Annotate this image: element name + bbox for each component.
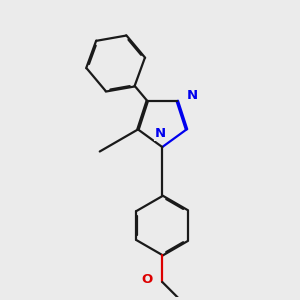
Text: N: N xyxy=(186,89,198,103)
Text: N: N xyxy=(155,127,166,140)
Text: O: O xyxy=(141,273,152,286)
